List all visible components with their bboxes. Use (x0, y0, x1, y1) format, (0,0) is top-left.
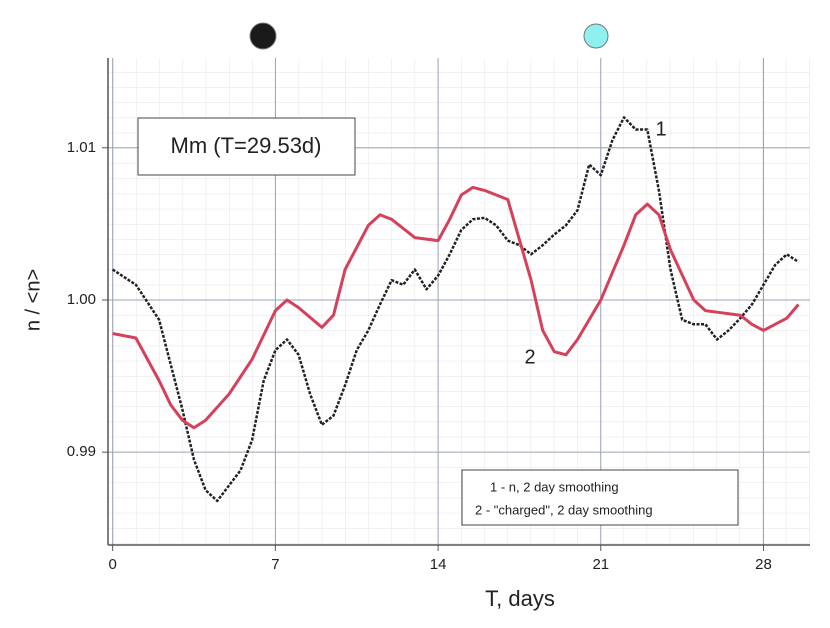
y-tick-label: 1.00 (67, 291, 96, 308)
annotation: Mm (T=29.53d) (171, 133, 322, 158)
y-axis-label: n / <n> (22, 269, 44, 331)
series-line (111, 116, 800, 503)
x-tick-label: 14 (430, 556, 447, 573)
series-line (112, 185, 800, 430)
x-tick-label: 21 (592, 556, 609, 573)
legend-entry: 1 - n, 2 day smoothing (490, 479, 619, 494)
y-tick-label: 1.01 (67, 139, 96, 156)
new-moon-marker (249, 22, 277, 50)
annotation-box (137, 117, 356, 176)
x-axis-label: T, days (485, 586, 555, 611)
x-tick-label: 7 (271, 556, 279, 573)
legend (461, 469, 739, 526)
lines (111, 116, 800, 503)
x-tick-label: 28 (755, 556, 772, 573)
y-tick-label: 0.99 (67, 443, 96, 460)
ticks: 0 7 14 21 28 0.99 1.00 1.01 (67, 139, 772, 573)
legend-entry: 2 - "charged", 2 day smoothing (475, 502, 653, 517)
full-moon-marker (583, 23, 609, 49)
series-label: 1 (655, 118, 666, 140)
series-label: 2 (524, 346, 535, 368)
x-tick-label: 0 (108, 556, 116, 573)
